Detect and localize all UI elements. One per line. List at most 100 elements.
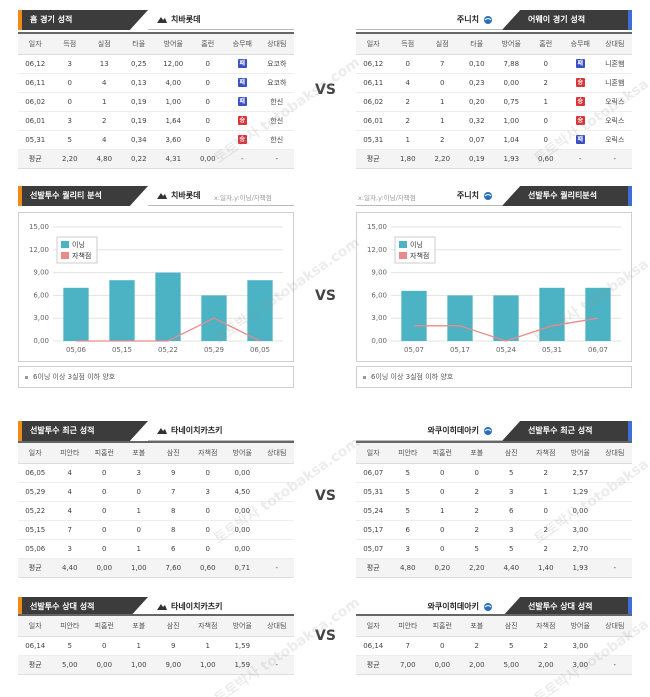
average-row: 평균 4,80 0,20 2,20 4,40 1,40 1,93- [356,558,632,578]
table-cell: 4 [52,501,87,521]
table-cell: 2 [87,111,122,131]
table-cell: 05,31 [356,482,391,502]
column-header: 자책점 [190,616,225,637]
home-table: 일자 득점 실점 타율 방어율 홈런 승무패 상대팀 06,12 3 13 0,25 12,00 0 패 요코… [18,32,294,169]
chart-right-team: 주니치 [457,190,494,201]
table-row: 06,02 0 1 0,19 1,00 0 패 한신 [18,92,294,112]
recent-left-title: 선발투수 최근 성적 [18,421,148,441]
column-header: 피안타 [390,443,425,464]
home-header: 홈 경기 성적 치바롯데 [18,10,294,30]
y-tick-label: 3,00 [371,314,387,322]
result-cell: 패 [225,54,260,74]
column-header: 일자 [356,34,391,55]
average-cell: 1,59 [225,655,260,675]
table-cell: 0,00 [225,539,260,559]
average-cell: 0,71 [225,558,260,578]
average-cell: 0,20 [425,558,460,578]
average-cell: 1,00 [121,558,156,578]
table-cell: 4,00 [156,73,191,93]
table-row: 06,01 3 2 0,19 1,64 0 승 한신 [18,111,294,131]
table-cell: 0 [52,73,87,93]
table-cell: 0,07 [459,130,494,150]
table-cell: 2 [528,520,563,540]
table-cell: 0,00 [494,73,529,93]
table-cell: 6 [156,539,191,559]
table-cell: 5 [52,130,87,150]
column-header: 방어율 [225,443,260,464]
legend-swatch [399,252,407,259]
average-row: 평균 4,40 0,00 1,00 7,60 0,60 0,71- [18,558,294,578]
table-cell: 0,19 [121,92,156,112]
vs-label-1: VS [315,82,336,98]
vsrec-right-table: 일자 피안타 피홈런 포볼 삼진 자책점 방어율 상대팀 06,14 7 0 2 5 2 3,00 평균 7,0… [356,614,632,675]
table-cell: 1 [121,636,156,656]
y-tick-label: 15,00 [29,223,49,231]
result-cell: 패 [225,92,260,112]
table-cell: 한신 [259,130,294,150]
average-cell: - [597,558,632,578]
away-section: 주니치 어웨이 경기 성적 일자 득점 실점 타율 방어율 홈런 승무패 상대팀 06,12 0 7… [356,10,632,169]
table-cell: 0 [121,482,156,502]
x-tick-label: 06,05 [250,346,270,354]
table-cell: 05,24 [356,501,391,521]
average-cell: 2,20 [52,149,87,169]
result-cell: 승 [563,111,598,131]
column-header: 득점 [52,34,87,55]
average-cell: 평균 [356,655,391,675]
average-row: 평균 7,00 0,00 2,00 5,00 2,00 3,00- [356,655,632,675]
legend-label: 자책점 [410,251,429,260]
bar [63,287,89,341]
table-row: 05,31 5 4 0,34 3,60 0 승 한신 [18,130,294,150]
away-team-name: 주니치 [456,15,479,24]
table-cell: 2 [390,111,425,131]
table-cell: 05,31 [356,130,391,150]
table-cell [597,482,632,502]
chart-left-note: x:일자,y:이닝/자책점 [214,194,272,202]
y-tick-label: 9,00 [33,269,49,277]
table-cell: 0 [87,463,122,483]
table-cell: 06,01 [356,111,391,131]
column-header: 상대팀 [597,443,632,464]
table-cell [597,463,632,483]
x-tick-label: 05,29 [204,346,224,354]
away-title: 어웨이 경기 성적 [502,10,632,30]
column-header: 피홈런 [425,616,460,637]
recent-left-section: 선발투수 최근 성적 타네이치카츠키 일자 피안타 피홈런 포볼 삼진 자책점 방어율 상대팀… [18,421,294,578]
bar [247,280,273,341]
table-cell: 3 [52,539,87,559]
y-tick-label: 6,00 [33,291,49,299]
table-cell [259,463,294,483]
table-cell: 06,02 [356,92,391,112]
marines-logo-icon [157,192,167,199]
average-cell: 9,00 [156,655,191,675]
table-cell: 4 [87,73,122,93]
table-cell: 9 [156,636,191,656]
table-cell [259,539,294,559]
table-cell: 0,25 [121,54,156,74]
bar [493,295,519,341]
average-cell: 2,20 [459,558,494,578]
table-cell: 3 [494,520,529,540]
table-cell: 5 [494,636,529,656]
average-cell: 0,00 [87,558,122,578]
table-cell: 3 [494,482,529,502]
chart-right-note: x:일자,y:이닝/자책점 [358,194,416,202]
result-badge: 패 [237,78,247,87]
average-cell: 1,93 [563,558,598,578]
table-cell: 1 [390,130,425,150]
column-header: 방어율 [225,616,260,637]
column-header: 방어율 [494,34,529,55]
y-tick-label: 3,00 [33,314,49,322]
vsrec-right-section: 와쿠이히데아키 선발투수 상대 성적 일자 피안타 피홈런 포볼 삼진 자책점 방어율 상대팀… [356,597,632,675]
y-tick-label: 15,00 [367,223,387,231]
bar [155,272,181,341]
average-cell: - [259,655,294,675]
average-cell: 1,00 [190,655,225,675]
recent-right-header: 와쿠이히데아키 선발투수 최근 성적 [356,421,632,441]
table-cell: 0 [528,501,563,521]
table-cell: 1 [425,111,460,131]
table-cell: 9 [156,463,191,483]
result-badge: 패 [575,59,585,68]
table-cell: 1 [87,92,122,112]
dragons-logo-icon [484,426,492,435]
